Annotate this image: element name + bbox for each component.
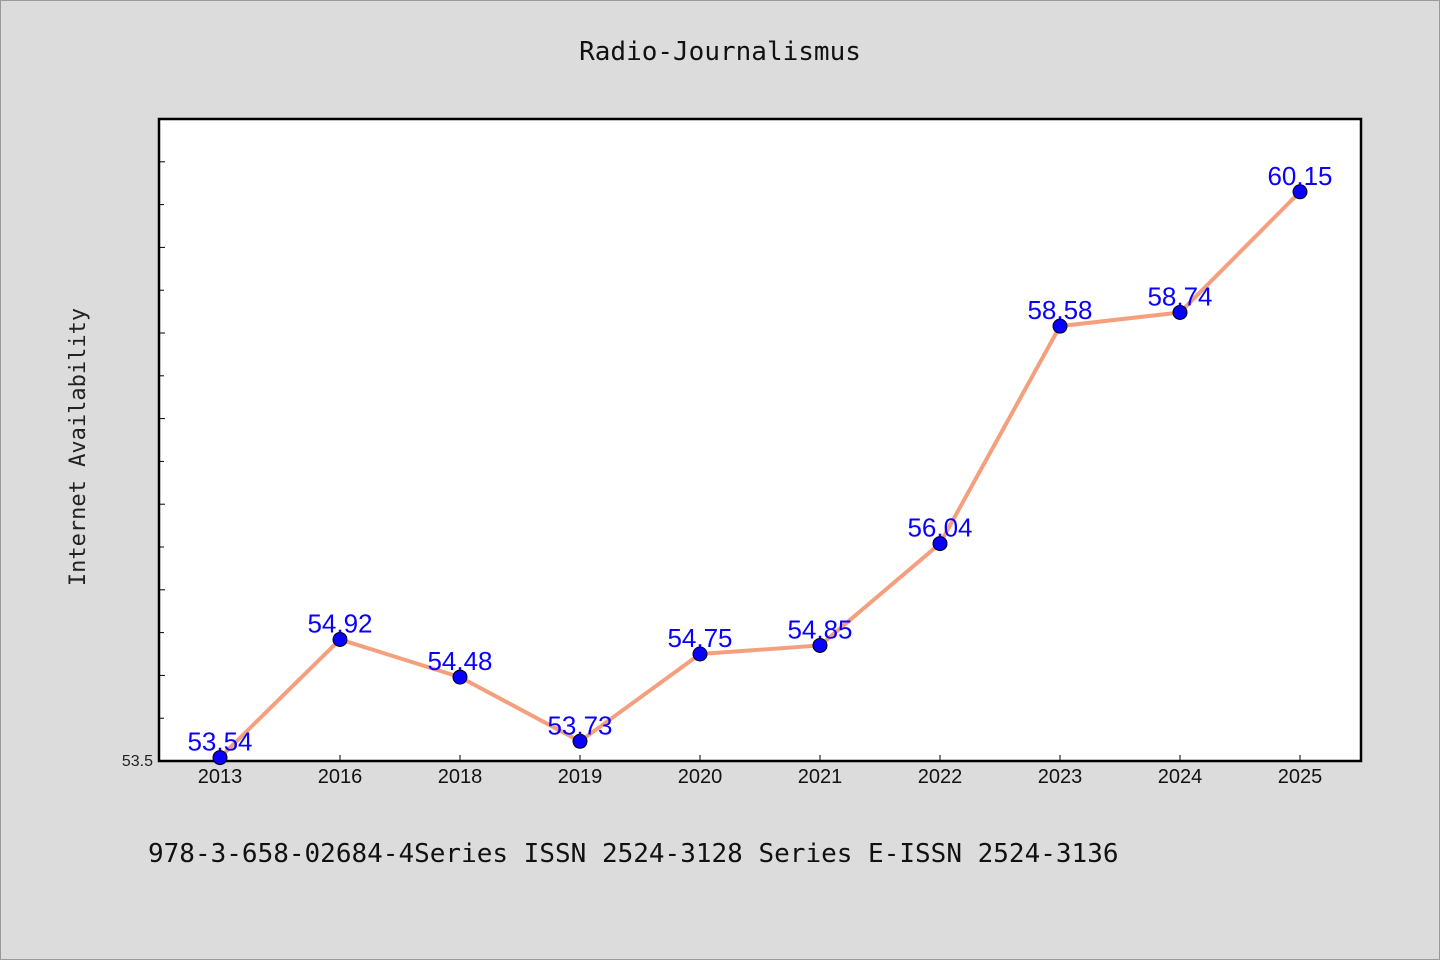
data-label: 54.48 (427, 646, 492, 676)
data-label: 54.75 (667, 623, 732, 653)
x-tick-label: 2016 (318, 766, 363, 788)
footer-isbn-issn: 978-3-658-02684-4Series ISSN 2524-3128 S… (148, 839, 1119, 869)
chart-title: Radio-Journalismus (579, 37, 861, 67)
x-tick-label: 2025 (1278, 766, 1323, 788)
data-label: 58.74 (1147, 281, 1212, 311)
data-point (332, 631, 348, 647)
x-axis-ticks: 2013 2016 2018 2019 2020 2021 2022 2023 2024 2025 (198, 755, 1323, 788)
data-label: 58.58 (1027, 295, 1092, 325)
data-point (452, 669, 468, 685)
data-point (212, 750, 228, 766)
data-point (1292, 184, 1308, 200)
data-label: 60.15 (1267, 161, 1332, 191)
data-point (812, 637, 828, 653)
y-axis-ticks (159, 161, 165, 762)
data-point (1052, 318, 1068, 334)
data-label: 56.04 (907, 513, 972, 543)
data-label: 54.85 (787, 614, 852, 644)
data-point (692, 646, 708, 662)
y-axis-label: Internet Availability (66, 308, 91, 586)
x-tick-label: 2023 (1038, 766, 1083, 788)
data-point (572, 733, 588, 749)
x-tick-label: 2013 (198, 766, 243, 788)
data-point (932, 536, 948, 552)
x-tick-label: 2019 (558, 766, 603, 788)
x-tick-label: 2021 (798, 766, 843, 788)
x-tick-label: 2020 (678, 766, 723, 788)
data-point (1172, 304, 1188, 320)
plot-area (157, 117, 1363, 763)
data-label: 53.54 (187, 727, 252, 757)
x-tick-label: 2022 (918, 766, 963, 788)
series-layer: 53.54 54.92 54.48 53.73 54.75 54.85 56.04 58.58… (187, 161, 1333, 766)
x-tick-label: 2024 (1158, 766, 1203, 788)
y-tick-label: 53.5 (122, 753, 153, 770)
series-line (218, 190, 1302, 760)
data-label: 53.73 (547, 710, 612, 740)
data-label: 54.92 (307, 608, 372, 638)
x-tick-label: 2018 (438, 766, 483, 788)
